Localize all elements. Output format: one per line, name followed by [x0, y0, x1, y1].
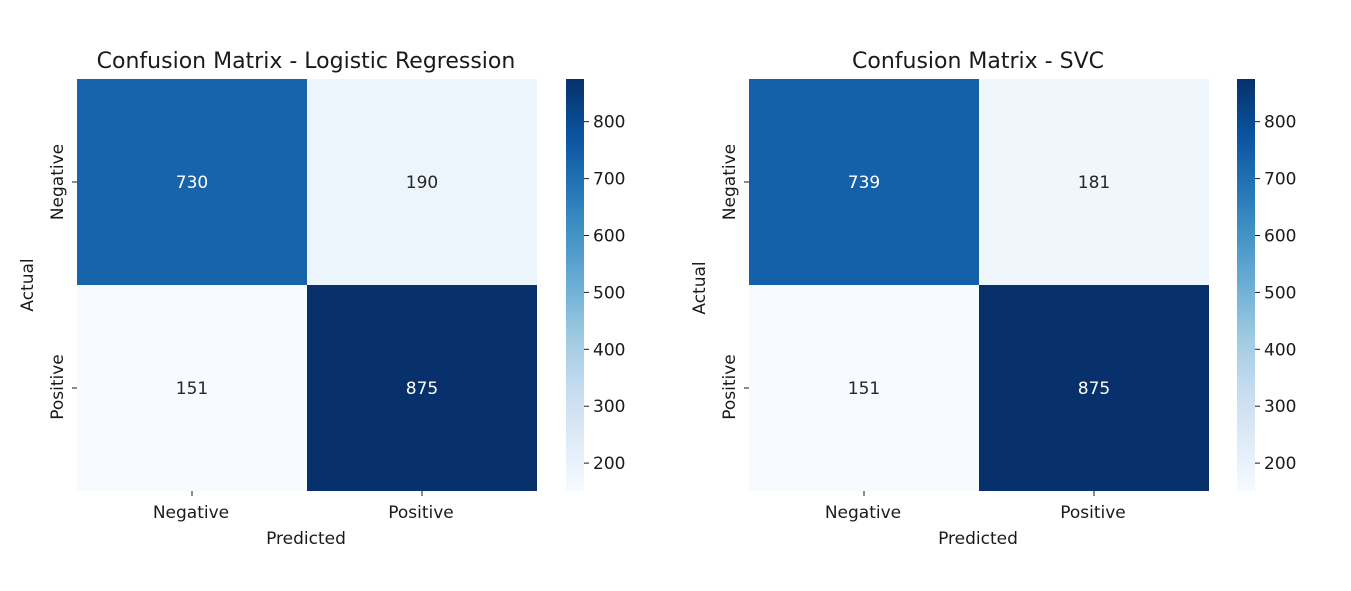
colorbar-tick-label: 300	[1264, 397, 1296, 417]
heatmap-cell	[77, 79, 307, 285]
heatmap-cell-labels: 739 181 151 875	[848, 173, 1110, 399]
colorbar-tick-label: 600	[1264, 226, 1296, 246]
confusion-matrix-svc: Confusion Matrix - SVC 739 181 151 875 Nega…	[690, 49, 1296, 549]
colorbar-gradient	[1237, 79, 1255, 491]
colorbar-tick-label: 200	[1264, 454, 1296, 474]
colorbar-tick-label: 300	[593, 397, 625, 417]
x-axis-label: Predicted	[938, 529, 1018, 549]
colorbar-tick-label: 200	[593, 454, 625, 474]
heatmap-cell	[979, 285, 1209, 491]
y-tick-label-positive: Positive	[48, 354, 68, 420]
axis-ticks	[744, 181, 1095, 496]
heatmap-cell-value: 190	[406, 173, 438, 193]
heatmap-cell-value: 151	[176, 379, 208, 399]
heatmap-cell-value: 875	[1078, 379, 1110, 399]
x-tick-label-negative: Negative	[153, 503, 229, 523]
colorbar-tick-label: 600	[593, 226, 625, 246]
y-axis-label: Actual	[690, 261, 710, 314]
x-axis-label: Predicted	[266, 529, 346, 549]
heatmap-cell-value: 181	[1078, 173, 1110, 193]
heatmap-cell-labels: 730 190 151 875	[176, 173, 438, 399]
colorbar-tick-label: 400	[1264, 340, 1296, 360]
colorbar-tick-label: 500	[593, 283, 625, 303]
heatmap-cell	[749, 285, 979, 491]
colorbar-gradient	[566, 79, 584, 491]
heatmap-cells	[77, 79, 537, 491]
heatmap-cell	[77, 285, 307, 491]
chart-title: Confusion Matrix - Logistic Regression	[97, 49, 516, 74]
heatmap-cell-value: 739	[848, 173, 880, 193]
heatmap-cell	[307, 79, 537, 285]
y-tick-label-positive: Positive	[720, 354, 740, 420]
chart-title: Confusion Matrix - SVC	[852, 49, 1104, 74]
x-tick-label-positive: Positive	[1060, 503, 1126, 523]
heatmap-cell-value: 730	[176, 173, 208, 193]
heatmap-cell	[979, 79, 1209, 285]
colorbar-tick-label: 500	[1264, 283, 1296, 303]
colorbar-tick-label: 700	[1264, 170, 1296, 190]
colorbar: 200 300 400 500 600 700 800	[566, 79, 625, 491]
y-axis-label: Actual	[18, 258, 38, 311]
y-tick-label-negative: Negative	[720, 144, 740, 220]
heatmap-cell	[749, 79, 979, 285]
confusion-matrix-logistic-regression: Confusion Matrix - Logistic Regression 7…	[18, 49, 625, 549]
x-tick-label-positive: Positive	[388, 503, 454, 523]
y-tick-label-negative: Negative	[48, 144, 68, 220]
heatmap-cell	[307, 285, 537, 491]
heatmap-cell-value: 875	[406, 379, 438, 399]
colorbar-tick-label: 800	[1264, 113, 1296, 133]
axis-ticks	[72, 181, 423, 496]
heatmap-cells	[749, 79, 1209, 491]
colorbar: 200 300 400 500 600 700 800	[1237, 79, 1296, 491]
colorbar-tick-label: 700	[593, 170, 625, 190]
heatmap-cell-value: 151	[848, 379, 880, 399]
x-tick-label-negative: Negative	[825, 503, 901, 523]
colorbar-tick-label: 800	[593, 113, 625, 133]
colorbar-tick-label: 400	[593, 340, 625, 360]
